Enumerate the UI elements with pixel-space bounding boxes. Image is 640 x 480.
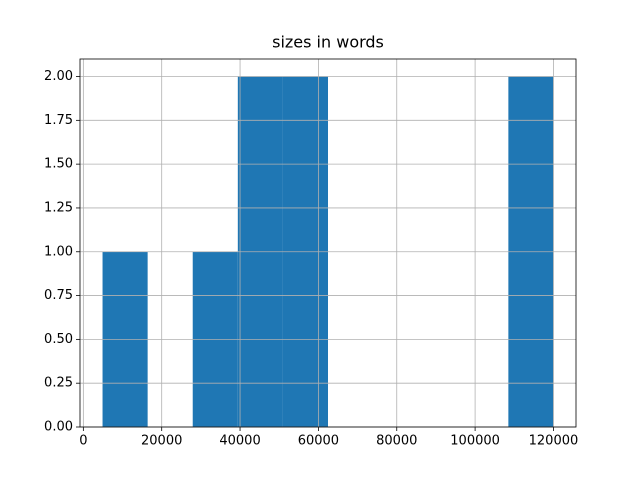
x-tick-label: 120000	[529, 434, 579, 449]
y-tick-label: 0.50	[44, 332, 73, 347]
y-tick-label: 1.25	[44, 200, 73, 215]
x-tick-label: 40000	[219, 434, 260, 449]
y-tick-label: 1.00	[44, 244, 73, 259]
chart-title: sizes in words	[272, 33, 384, 52]
y-tick-label: 1.50	[44, 157, 73, 172]
x-tick-label: 60000	[298, 434, 339, 449]
y-tick-label: 0.00	[44, 420, 73, 435]
x-tick-label: 100000	[450, 434, 500, 449]
y-tick-label: 0.75	[44, 288, 73, 303]
y-tick-label: 2.00	[44, 69, 73, 84]
y-tick-label: 0.25	[44, 376, 73, 391]
x-tick-label: 80000	[376, 434, 417, 449]
x-tick-label: 0	[79, 434, 87, 449]
plot-frame	[79, 58, 577, 428]
x-tick-label: 20000	[141, 434, 182, 449]
y-tick-label: 1.75	[44, 113, 73, 128]
